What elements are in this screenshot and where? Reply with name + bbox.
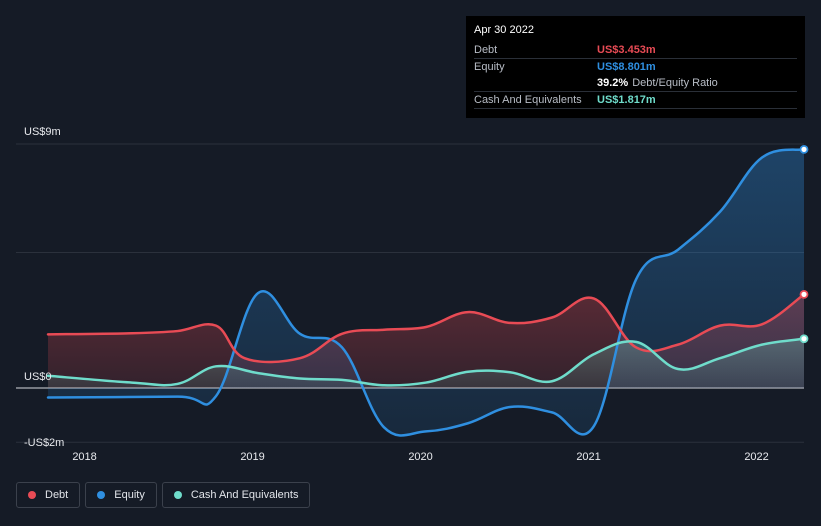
cash-line	[46, 337, 806, 387]
debt-dot-icon	[28, 491, 36, 499]
y-tick-label: US$0	[24, 371, 52, 383]
tooltip-row-equity: Equity US$8.801m	[474, 59, 797, 75]
tooltip-panel: Apr 30 2022 Debt US$3.453m Equity US$8.8…	[466, 16, 805, 118]
debt-end-point	[799, 289, 809, 299]
tooltip-date: Apr 30 2022	[474, 24, 534, 36]
legend-item-equity[interactable]: Equity	[85, 482, 157, 508]
tooltip-debt-label: Debt	[474, 44, 498, 56]
tooltip-ratio-label: Debt/Equity Ratio	[632, 77, 718, 89]
equity-line	[46, 148, 806, 437]
x-tick-label: 2020	[408, 451, 432, 463]
x-tick-label: 2019	[240, 451, 264, 463]
tooltip-row-ratio: 39.2% Debt/Equity Ratio	[474, 75, 797, 92]
x-tick-label: 2022	[744, 451, 768, 463]
y-tick-label: US$9m	[24, 126, 61, 138]
tooltip-ratio-pct: 39.2%	[597, 77, 629, 89]
legend-item-debt[interactable]: Debt	[16, 482, 81, 508]
tooltip-equity-value: US$8.801m	[597, 61, 656, 73]
legend-label-cash: Cash And Equivalents	[190, 489, 299, 501]
legend-label-debt: Debt	[45, 489, 69, 501]
tooltip-debt-value: US$3.453m	[597, 44, 656, 56]
tooltip-cash-label: Cash And Equivalents	[474, 94, 582, 106]
axis-layer: US$9m US$0 -US$2m 2018 2019 2020 2021 2022	[24, 126, 769, 463]
line-layer	[46, 148, 806, 437]
legend-item-cash[interactable]: Cash And Equivalents	[161, 482, 311, 508]
tooltip-cash-value: US$1.817m	[597, 94, 656, 106]
equity-area	[48, 149, 804, 436]
debt-line	[46, 293, 806, 364]
equity-dot-icon	[97, 491, 106, 499]
tooltip-row-debt: Debt US$3.453m	[474, 42, 797, 59]
cash-end-point	[799, 334, 809, 344]
area-layer	[48, 149, 804, 436]
tooltip-equity-label: Equity	[474, 61, 505, 73]
cash-dot-icon	[173, 491, 182, 499]
x-tick-label: 2018	[72, 451, 96, 463]
legend-label-equity: Equity	[114, 489, 145, 501]
tooltip-row-cash: Cash And Equivalents US$1.817m	[474, 92, 797, 109]
marker-layer	[799, 144, 809, 344]
equity-end-point	[799, 144, 809, 154]
y-tick-label: -US$2m	[24, 437, 64, 449]
legend: Debt Equity Cash And Equivalents	[16, 482, 311, 508]
x-tick-label: 2021	[576, 451, 600, 463]
